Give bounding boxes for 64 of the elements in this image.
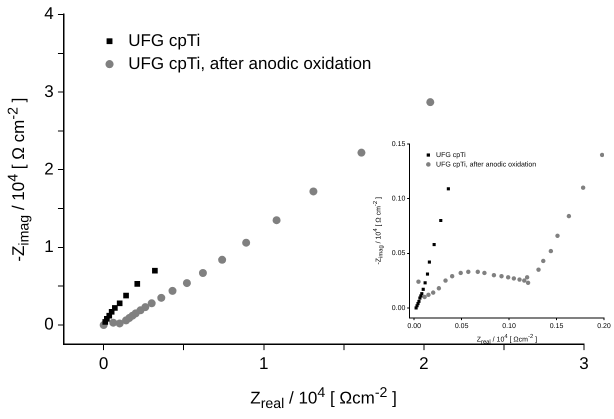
point	[443, 278, 448, 283]
point	[426, 272, 430, 276]
y-tick-label: 4	[44, 4, 54, 24]
point	[422, 288, 425, 291]
point	[512, 276, 516, 281]
y-tick-label: 2	[44, 159, 54, 178]
point	[526, 280, 530, 285]
point	[198, 269, 207, 277]
point	[422, 294, 427, 300]
point	[548, 248, 554, 254]
point	[428, 260, 431, 264]
point	[517, 277, 522, 282]
point	[182, 279, 191, 288]
point	[536, 267, 541, 272]
point	[432, 242, 436, 246]
point	[157, 294, 166, 302]
point	[499, 274, 504, 278]
point	[168, 286, 176, 295]
legend-label: UFG cpTi	[128, 30, 200, 50]
x-tick-label: 0	[98, 354, 108, 374]
y-tick-label: 3	[44, 82, 54, 101]
point	[426, 98, 434, 106]
x-tick-label: 1	[259, 354, 268, 374]
x-tick-label: 2	[419, 354, 429, 374]
point	[309, 187, 318, 196]
point	[426, 292, 431, 298]
point	[450, 274, 454, 278]
point	[506, 275, 510, 280]
point	[524, 275, 530, 280]
y-tick-label: 1	[44, 237, 54, 256]
point	[541, 258, 546, 264]
point	[416, 280, 421, 284]
legend-label: UFG cpTi, after anodic oxidation	[128, 54, 372, 73]
point	[458, 270, 463, 276]
point	[357, 148, 366, 157]
point	[123, 292, 129, 298]
point	[446, 187, 450, 190]
point	[122, 316, 130, 324]
point	[152, 268, 158, 274]
point	[482, 270, 487, 276]
x-tick-label: 3	[579, 354, 589, 374]
point	[492, 272, 496, 278]
point	[476, 270, 480, 274]
point	[102, 319, 108, 325]
point	[218, 256, 226, 264]
point	[600, 152, 604, 158]
point	[148, 299, 156, 308]
point	[580, 186, 586, 190]
point	[430, 290, 436, 295]
point	[466, 270, 470, 274]
point	[116, 300, 122, 306]
point	[555, 234, 560, 238]
point	[566, 214, 572, 218]
point	[242, 238, 250, 247]
x-axis-title: Z$_{real}$ / 10$^{4}$ [ Ωcm$^{-2}$ ]	[250, 384, 397, 412]
point	[116, 319, 124, 328]
point	[109, 318, 118, 327]
point	[418, 296, 422, 300]
point	[272, 216, 281, 224]
point	[424, 281, 427, 284]
point	[436, 286, 442, 290]
point	[439, 218, 442, 222]
point	[522, 278, 526, 283]
point	[134, 281, 140, 287]
